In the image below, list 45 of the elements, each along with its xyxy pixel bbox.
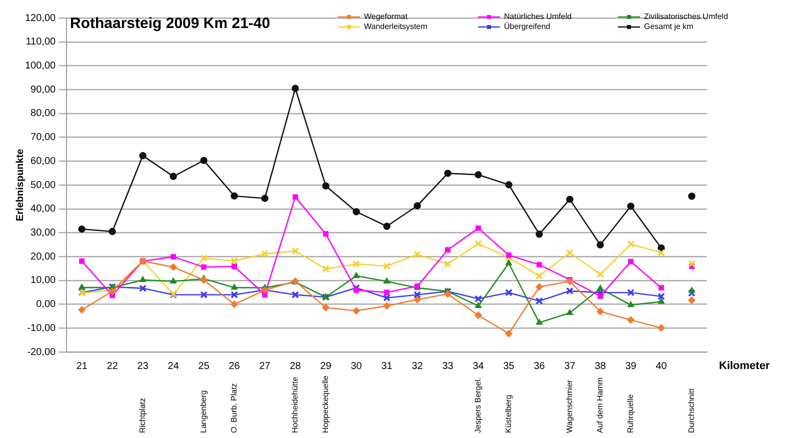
y-tick-label: -10,00 [27,322,56,334]
legend-label: Wanderleitsystem [364,22,428,31]
legend-label: Zivilisatorisches Umfeld [644,12,728,21]
x-tick-label: 30 [350,360,362,372]
x-tick-label: 33 [442,360,454,372]
y-tick-label: 120,00 [24,12,56,24]
y-tick-label: 30,00 [30,227,56,238]
x-tick-label: 22 [106,360,118,372]
category-label: 35 Küstelberg [503,360,514,433]
x-tick-label: 32 [412,360,424,372]
text: Durchschnitt [686,388,696,433]
y-tick-label: 110,00 [26,36,56,48]
category-label: 23 Richtplatz [137,360,148,433]
y-tick-label: -20,00 [27,346,56,358]
category-label: 28 Hochheidehütte [290,360,301,433]
category-label: 29 Hoppeckequelle [320,360,332,433]
y-tick-label: 10,00 [30,275,56,286]
category-label: 26 O. Burb. Platz [228,360,240,433]
x-tick-label: 21 [76,360,88,372]
y-tick-label: 20,00 [30,251,56,262]
x-tick-label: 36 [534,360,546,372]
legend-label: Übergreifend [504,22,550,31]
chart-title: Rothaarsteig 2009 Km 21-40 [70,15,270,32]
x-tick-label: 40 [656,360,668,372]
y-tick-label: 0,00 [36,299,56,310]
y-tick-label: 50,00 [30,180,56,191]
x-tick-label: 24 [168,360,180,372]
y-tick-label: 60,00 [30,156,56,167]
category-label: 25 Langenberg [198,360,210,433]
legend-label: Gesamt je km [644,22,694,31]
y-tick-label: 80,00 [30,108,56,120]
y-axis-title: Erlebnispunkte [14,148,26,222]
y-tick-label: 40,00 [30,204,56,215]
x-tick-label: 27 [259,360,271,372]
category-label: 39 Ruhrquelle [625,360,636,433]
category-label: 37 Wagenschmier [564,360,576,433]
category-label: 38 Auf dem Hamm [594,360,606,433]
x-axis-title: Kilometer [719,360,770,372]
y-tick-label: 100,00 [24,60,56,72]
y-tick-label: 70,00 [30,132,56,144]
y-tick-label: 90,00 [30,84,56,96]
legend-label: Natürliches Umfeld [504,12,572,21]
legend-label: Wegeformat [364,12,408,21]
x-tick-label: 31 [381,360,393,372]
category-label: 34 Jespers Bergel. [472,360,484,433]
